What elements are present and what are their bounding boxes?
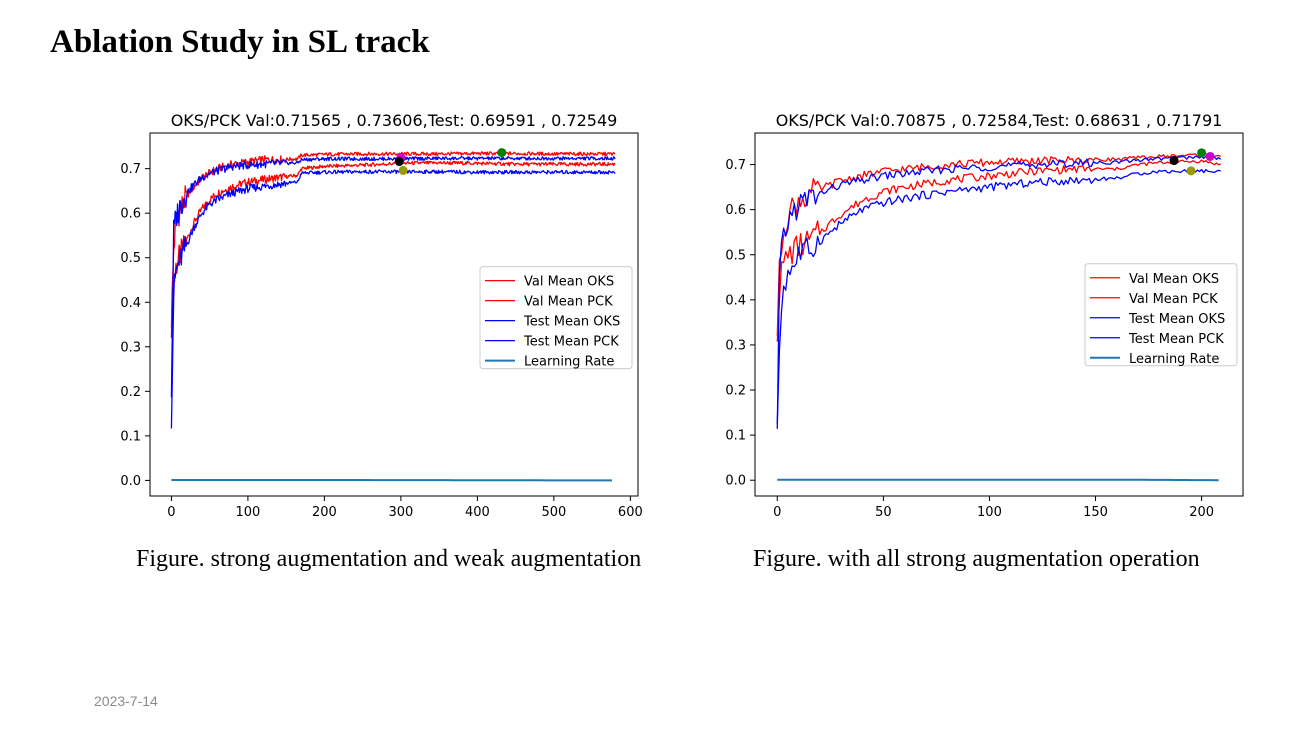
- best-point-marker: [1205, 151, 1215, 161]
- chart-right: OKS/PCK Val:0.70875 , 0.72584,Test: 0.68…: [705, 100, 1265, 540]
- legend-box: [479, 266, 633, 370]
- caption-left: Figure. strong augmentation and weak aug…: [136, 546, 642, 572]
- y-tick-label: 0.0: [120, 474, 141, 489]
- y-tick-label: 0.6: [120, 207, 141, 222]
- series-line: [170, 151, 616, 329]
- y-tick-label: 0.1: [120, 429, 141, 444]
- series-line: [170, 169, 616, 429]
- x-tick-label: 200: [312, 505, 337, 520]
- x-tick-label: 300: [388, 505, 413, 520]
- y-tick-label: 0.7: [120, 162, 141, 177]
- legend-label: Test Mean OKS: [1128, 312, 1225, 327]
- x-tick-label: 0: [773, 505, 781, 520]
- chart-left: OKS/PCK Val:0.71565 , 0.73606,Test: 0.69…: [100, 100, 660, 540]
- legend-label: Learning Rate: [524, 355, 614, 370]
- y-tick-label: 0.4: [120, 296, 141, 311]
- x-tick-label: 50: [875, 505, 892, 520]
- series-line: [170, 156, 616, 398]
- x-tick-label: 150: [1083, 505, 1108, 520]
- best-point-marker: [497, 148, 507, 158]
- x-tick-label: 100: [977, 505, 1002, 520]
- legend-label: Val Mean OKS: [524, 275, 614, 290]
- legend-label: Test Mean OKS: [523, 315, 620, 330]
- y-tick-label: 0.1: [725, 429, 746, 444]
- y-tick-label: 0.2: [120, 385, 141, 400]
- y-tick-label: 0.2: [725, 384, 746, 399]
- x-tick-label: 400: [465, 505, 490, 520]
- legend-label: Test Mean PCK: [1128, 332, 1224, 347]
- best-point-marker: [394, 157, 404, 167]
- chart-title: OKS/PCK Val:0.70875 , 0.72584,Test: 0.68…: [776, 111, 1223, 130]
- legend-label: Learning Rate: [1129, 352, 1219, 367]
- best-point-marker: [398, 165, 408, 175]
- chart-title: OKS/PCK Val:0.71565 , 0.73606,Test: 0.69…: [171, 111, 618, 130]
- legend-label: Val Mean PCK: [524, 295, 613, 310]
- x-tick-label: 100: [235, 505, 260, 520]
- series-line: [776, 168, 1221, 424]
- legend-label: Val Mean OKS: [1129, 272, 1219, 287]
- legend-label: Val Mean PCK: [1129, 292, 1218, 307]
- x-tick-label: 600: [618, 505, 643, 520]
- best-point-marker: [1186, 166, 1196, 176]
- y-tick-label: 0.0: [725, 474, 746, 489]
- x-tick-label: 500: [541, 505, 566, 520]
- y-tick-label: 0.7: [725, 158, 746, 173]
- series-line: [170, 160, 616, 338]
- legend-box: [1084, 263, 1238, 367]
- y-tick-label: 0.3: [725, 338, 746, 353]
- legend: Val Mean OKS Val Mean PCK Test Mean OKS Tes…: [1084, 263, 1238, 367]
- series-line: [776, 155, 1222, 429]
- legend: Val Mean OKS Val Mean PCK Test Mean OKS Tes…: [479, 266, 633, 370]
- y-tick-label: 0.5: [725, 248, 746, 263]
- caption-right: Figure. with all strong augmentation ope…: [753, 546, 1200, 572]
- legend-label: Test Mean PCK: [523, 335, 619, 350]
- slide-title: Ablation Study in SL track: [50, 24, 430, 60]
- plot-frame: [754, 132, 1244, 497]
- series-line: [776, 159, 1221, 342]
- y-tick-label: 0.5: [120, 251, 141, 266]
- y-tick-label: 0.3: [120, 340, 141, 355]
- y-tick-label: 0.4: [725, 293, 746, 308]
- x-tick-label: 200: [1189, 505, 1214, 520]
- chart-svg: OKS/PCK Val:0.70875 , 0.72584,Test: 0.68…: [725, 111, 1244, 520]
- best-point-marker: [1169, 156, 1179, 166]
- best-point-marker: [1197, 148, 1207, 158]
- chart-svg: OKS/PCK Val:0.71565 , 0.73606,Test: 0.69…: [120, 111, 643, 520]
- plot-frame: [149, 132, 639, 497]
- x-tick-label: 0: [167, 505, 175, 520]
- slide-date: 2023-7-14: [94, 693, 158, 709]
- y-tick-label: 0.6: [725, 203, 746, 218]
